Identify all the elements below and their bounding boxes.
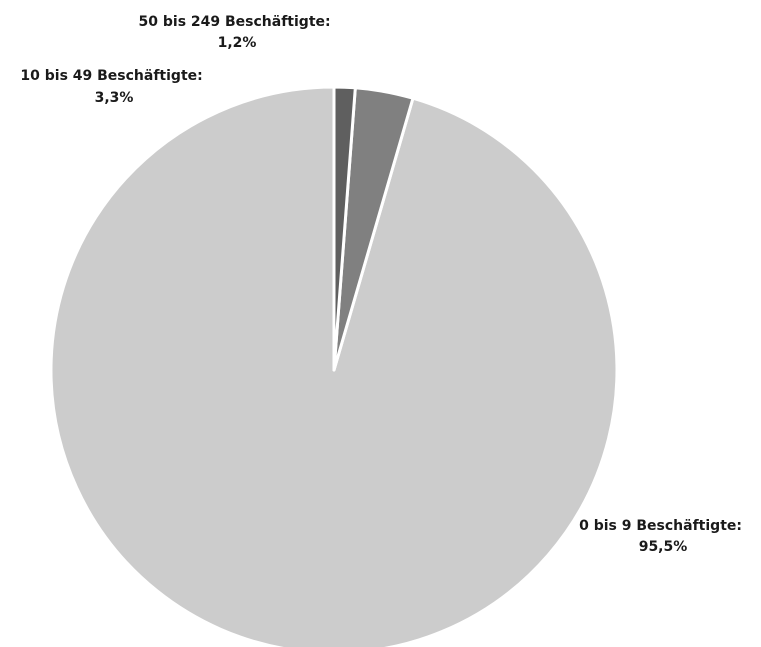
slice-2-category: 50 bis 249 Beschäftigte: <box>139 14 331 30</box>
pie-slices <box>49 85 619 647</box>
slice-2-percent: 1,2% <box>218 35 257 51</box>
slice-label-50-to-249: 50 bis 249 Beschäftigte: 1,2% <box>139 14 336 51</box>
slice-1-category: 10 bis 49 Beschäftigte: <box>20 68 202 84</box>
slice-labels: 0 bis 9 Beschäftigte: 95,5% 10 bis 49 Be… <box>20 14 747 555</box>
slice-0-percent: 95,5% <box>639 539 688 555</box>
pie-slice-2 <box>332 85 357 372</box>
slice-0-category: 0 bis 9 Beschäftigte: <box>579 518 742 534</box>
slice-label-0-to-9: 0 bis 9 Beschäftigte: 95,5% <box>579 518 747 555</box>
slice-label-10-to-49: 10 bis 49 Beschäftigte: 3,3% <box>20 68 207 106</box>
slice-1-percent: 3,3% <box>95 90 134 106</box>
